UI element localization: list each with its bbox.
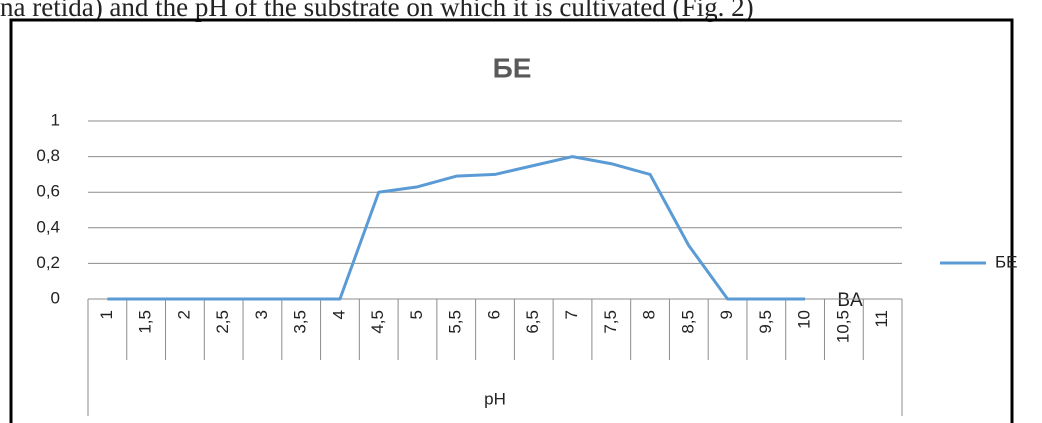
x-tick-label: 5: [407, 310, 426, 319]
y-tick-label: 0: [51, 288, 60, 307]
x-axis-label: pH: [484, 389, 506, 408]
x-tick-label: 1,5: [136, 310, 155, 334]
x-tick-label: 4: [329, 310, 348, 319]
legend-label: БЕ: [995, 252, 1018, 271]
x-tick-label: 8: [640, 310, 659, 319]
x-tick-label: 10,5: [833, 310, 852, 343]
y-tick-label: 0,6: [36, 182, 60, 201]
x-tick-label: 1: [97, 310, 116, 319]
y-tick-label: 0,2: [36, 253, 60, 272]
x-tick-label: 6,5: [523, 310, 542, 334]
annotation: BA: [837, 290, 863, 311]
x-tick-label: 3: [252, 310, 271, 319]
frame: [9, 18, 1014, 423]
x-tick-label: 4,5: [368, 310, 387, 334]
chart-title: БЕ: [493, 52, 532, 83]
y-tick-label: 0,4: [36, 217, 60, 236]
x-tick-label: 6: [484, 310, 503, 319]
y-tick-label: 1: [51, 110, 60, 129]
x-tick-label: 2,5: [213, 310, 232, 334]
y-tick-label: 0,8: [36, 146, 60, 165]
caption: na retida) and the pH of the substrate o…: [0, 0, 754, 22]
x-tick-label: 7,5: [601, 310, 620, 334]
x-tick-label: 2: [174, 310, 193, 319]
data-line: [107, 155, 806, 301]
x-tick-label: 9: [717, 310, 736, 319]
x-tick-label: 9,5: [756, 310, 775, 334]
x-tick-label: 8,5: [678, 310, 697, 334]
x-tick-label: 10: [795, 310, 814, 329]
x-tick-label: 11: [872, 310, 891, 328]
x-tick-label: 3,5: [291, 310, 310, 334]
x-tick-label: 5,5: [446, 310, 465, 334]
x-tick-label: 7: [562, 310, 581, 319]
